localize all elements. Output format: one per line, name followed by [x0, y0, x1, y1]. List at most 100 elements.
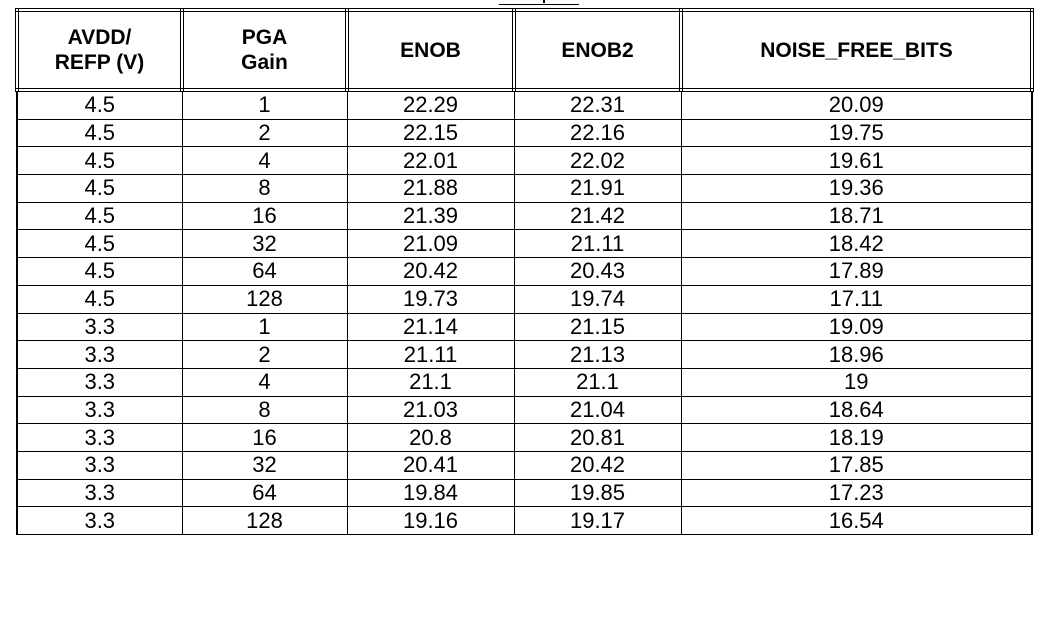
header-noise-free-bits-label: NOISE_FREE_BITS — [760, 38, 953, 62]
enob-cell: 22.29 — [346, 90, 515, 120]
pga-gain-cell: 1 — [181, 313, 348, 342]
enob-table: AVDD/ REFP (V) PGA Gain ENOB ENOB2 NOISE… — [15, 8, 1034, 535]
table-row: 3.3 64 19.84 19.85 17.23 — [16, 479, 1033, 508]
table-row: 4.5 128 19.73 19.74 17.11 — [16, 285, 1033, 314]
header-enob2: ENOB2 — [512, 8, 683, 92]
enob-table-container: AVDD/ REFP (V) PGA Gain ENOB ENOB2 NOISE… — [15, 8, 1035, 535]
noise-free-bits-cell: 16.54 — [680, 506, 1033, 535]
enob2-cell: 22.31 — [513, 90, 682, 120]
clipped-caption-mark — [543, 0, 545, 3]
noise-free-bits-cell: 19.61 — [680, 146, 1033, 176]
enob-cell: 19.16 — [346, 506, 515, 535]
enob-cell: 20.42 — [346, 257, 515, 286]
enob2-cell: 22.02 — [513, 146, 682, 176]
pga-gain-cell: 16 — [181, 202, 348, 231]
noise-free-bits-cell: 19 — [680, 368, 1033, 397]
avdd-refp-cell: 3.3 — [16, 396, 183, 425]
noise-free-bits-cell: 18.96 — [680, 340, 1033, 369]
avdd-refp-cell: 3.3 — [16, 340, 183, 369]
table-row: 3.3 2 21.11 21.13 18.96 — [16, 340, 1033, 369]
avdd-refp-cell: 4.5 — [16, 285, 183, 314]
pga-gain-cell: 4 — [181, 146, 348, 176]
table-row: 4.5 1 22.29 22.31 20.09 — [16, 90, 1033, 120]
enob2-cell: 21.04 — [513, 396, 682, 425]
enob2-cell: 19.17 — [513, 506, 682, 535]
enob2-cell: 20.43 — [513, 257, 682, 286]
enob-cell: 21.39 — [346, 202, 515, 231]
table-body: 4.5 1 22.29 22.31 20.09 4.5 2 22.15 22.16 19.75 4.… — [16, 90, 1033, 535]
noise-free-bits-cell: 17.23 — [680, 479, 1033, 508]
enob2-cell: 21.13 — [513, 340, 682, 369]
avdd-refp-cell: 4.5 — [16, 257, 183, 286]
enob2-cell: 20.42 — [513, 451, 682, 480]
pga-gain-cell: 32 — [181, 451, 348, 480]
table-row: 4.5 2 22.15 22.16 19.75 — [16, 119, 1033, 148]
noise-free-bits-cell: 19.09 — [680, 313, 1033, 342]
enob2-cell: 19.85 — [513, 479, 682, 508]
avdd-refp-cell: 4.5 — [16, 174, 183, 203]
avdd-refp-cell: 3.3 — [16, 423, 183, 452]
table-row: 4.5 64 20.42 20.43 17.89 — [16, 257, 1033, 286]
avdd-refp-cell: 3.3 — [16, 479, 183, 508]
enob2-cell: 20.81 — [513, 423, 682, 452]
enob-cell: 19.84 — [346, 479, 515, 508]
header-avdd-line2: REFP (V) — [54, 51, 145, 74]
avdd-refp-cell: 3.3 — [16, 506, 183, 535]
enob-cell: 19.73 — [346, 285, 515, 314]
pga-gain-cell: 1 — [181, 90, 348, 120]
avdd-refp-cell: 4.5 — [16, 90, 183, 120]
pga-gain-cell: 64 — [181, 479, 348, 508]
pga-gain-cell: 16 — [181, 423, 348, 452]
header-avdd-line1: AVDD/ — [67, 26, 132, 49]
table-row: 3.3 16 20.8 20.81 18.19 — [16, 423, 1033, 452]
header-enob2-label: ENOB2 — [561, 38, 634, 62]
table-row: 3.3 8 21.03 21.04 18.64 — [16, 396, 1033, 425]
pga-gain-cell: 8 — [181, 396, 348, 425]
enob2-cell: 19.74 — [513, 285, 682, 314]
enob-cell: 21.09 — [346, 229, 515, 259]
header-avdd-refp: AVDD/ REFP (V) — [15, 8, 184, 92]
noise-free-bits-cell: 17.11 — [680, 285, 1033, 314]
header-pga-line2: Gain — [241, 51, 288, 74]
table-row: 3.3 4 21.1 21.1 19 — [16, 368, 1033, 397]
table-header: AVDD/ REFP (V) PGA Gain ENOB ENOB2 NOISE… — [15, 8, 1034, 92]
table-row: 3.3 1 21.14 21.15 19.09 — [16, 313, 1033, 342]
avdd-refp-cell: 3.3 — [16, 451, 183, 480]
enob-cell: 20.8 — [346, 423, 515, 452]
table-row: 3.3 32 20.41 20.42 17.85 — [16, 451, 1033, 480]
header-enob: ENOB — [345, 8, 516, 92]
enob-cell: 21.11 — [346, 340, 515, 369]
header-pga-line1: PGA — [241, 26, 288, 49]
enob-cell: 22.01 — [346, 146, 515, 176]
noise-free-bits-cell: 19.75 — [680, 119, 1033, 148]
avdd-refp-cell: 4.5 — [16, 202, 183, 231]
pga-gain-cell: 8 — [181, 174, 348, 203]
enob2-cell: 21.42 — [513, 202, 682, 231]
table-row: 4.5 32 21.09 21.11 18.42 — [16, 229, 1033, 259]
avdd-refp-cell: 3.3 — [16, 368, 183, 397]
pga-gain-cell: 128 — [181, 285, 348, 314]
enob2-cell: 21.91 — [513, 174, 682, 203]
enob-cell: 21.88 — [346, 174, 515, 203]
pga-gain-cell: 32 — [181, 229, 348, 259]
enob2-cell: 21.11 — [513, 229, 682, 259]
avdd-refp-cell: 4.5 — [16, 146, 183, 176]
table-row: 4.5 8 21.88 21.91 19.36 — [16, 174, 1033, 203]
noise-free-bits-cell: 17.89 — [680, 257, 1033, 286]
enob2-cell: 21.1 — [513, 368, 682, 397]
noise-free-bits-cell: 18.71 — [680, 202, 1033, 231]
noise-free-bits-cell: 19.36 — [680, 174, 1033, 203]
pga-gain-cell: 2 — [181, 340, 348, 369]
pga-gain-cell: 2 — [181, 119, 348, 148]
table-row: 4.5 16 21.39 21.42 18.71 — [16, 202, 1033, 231]
enob-cell: 21.1 — [346, 368, 515, 397]
table-row: 4.5 4 22.01 22.02 19.61 — [16, 146, 1033, 176]
enob-cell: 20.41 — [346, 451, 515, 480]
pga-gain-cell: 64 — [181, 257, 348, 286]
header-row: AVDD/ REFP (V) PGA Gain ENOB ENOB2 NOISE… — [15, 8, 1034, 92]
noise-free-bits-cell: 18.42 — [680, 229, 1033, 259]
header-enob-label: ENOB — [400, 38, 461, 62]
pga-gain-cell: 4 — [181, 368, 348, 397]
enob-cell: 22.15 — [346, 119, 515, 148]
noise-free-bits-cell: 18.64 — [680, 396, 1033, 425]
